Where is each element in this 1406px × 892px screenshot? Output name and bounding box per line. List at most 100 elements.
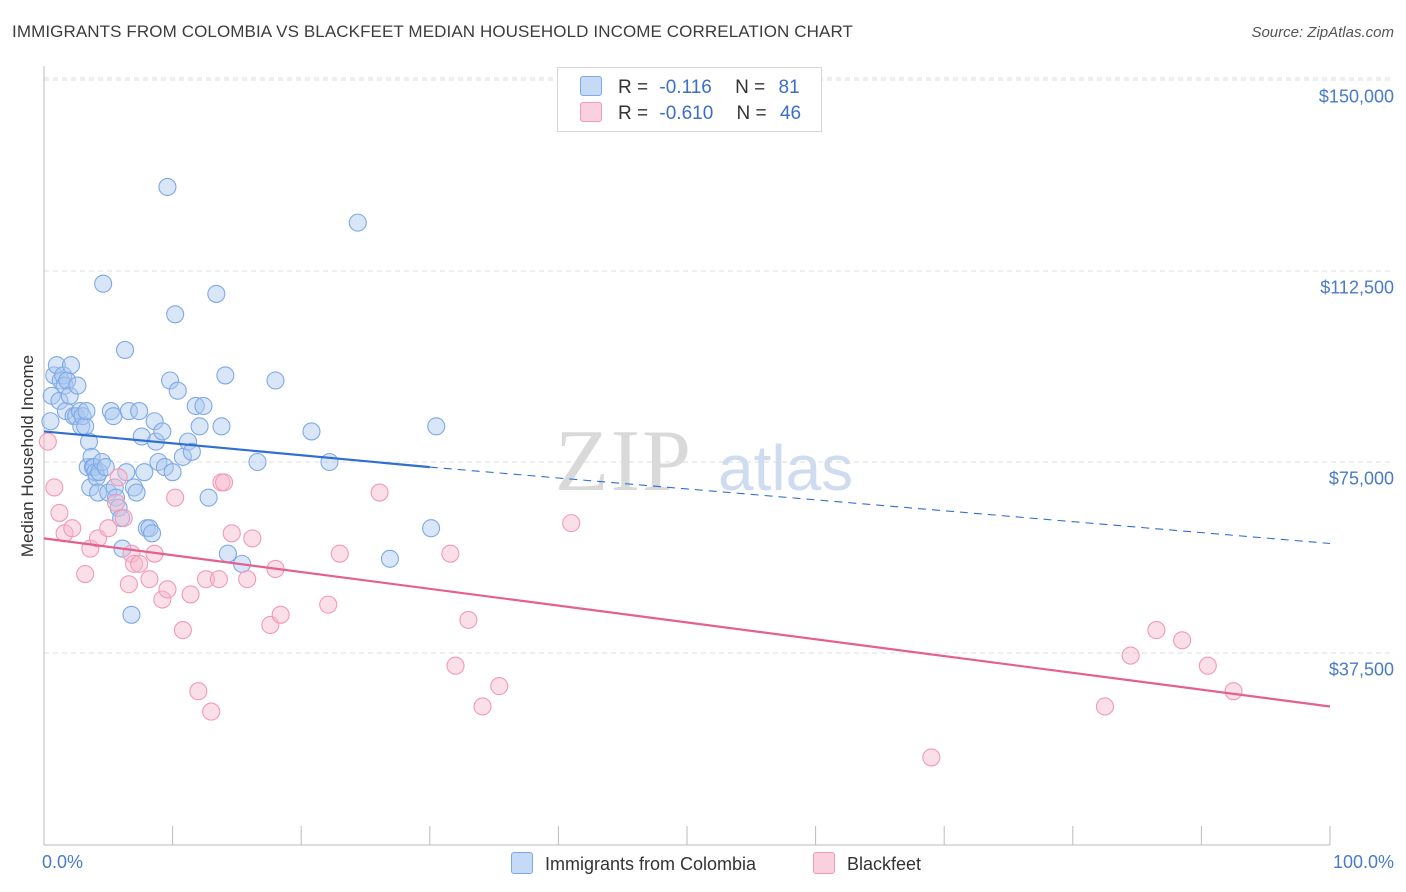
colombia-point: [207, 284, 226, 303]
colombia-point: [124, 478, 144, 497]
blackfeet-point: [119, 575, 138, 594]
colombia-point: [119, 402, 138, 421]
blackfeet-point: [214, 473, 234, 492]
colombia-point: [47, 356, 66, 375]
blackfeet-point: [130, 554, 149, 573]
blackfeet-point: [1147, 621, 1166, 640]
blackfeet-point: [370, 483, 389, 502]
y-tick-label: $37,500: [1328, 659, 1394, 680]
colombia-point: [320, 452, 339, 472]
y-axis-label: Median Household Income: [18, 354, 37, 558]
colombia-point: [166, 305, 185, 324]
colombia-point: [58, 371, 77, 390]
colombia-point: [302, 422, 321, 441]
blackfeet-points: [38, 432, 1243, 767]
colombia-point: [115, 340, 135, 359]
colombia-point: [94, 274, 113, 293]
blackfeet-point: [202, 702, 221, 721]
colombia-point: [190, 417, 209, 436]
blackfeet-point: [76, 565, 95, 584]
blackfeet-point: [109, 468, 128, 487]
blackfeet-point: [196, 570, 216, 589]
colombia-point: [130, 402, 149, 421]
y-tick-label: $150,000: [1318, 86, 1394, 107]
colombia-point: [212, 417, 231, 436]
colombia-point: [101, 402, 120, 421]
n-label: N =: [736, 103, 767, 124]
x-tick-label: 100.0%: [1332, 852, 1394, 872]
y-tick-label: $75,000: [1328, 468, 1394, 489]
colombia-point: [60, 386, 79, 405]
n-value: 81: [778, 77, 800, 98]
legend-label: Blackfeet: [847, 854, 922, 874]
stats-legend: R = -0.116 N = 81 R = -0.610 N = 46: [557, 67, 822, 132]
blackfeet-point: [140, 570, 159, 589]
blackfeet-point: [222, 524, 241, 543]
trend-lines: [43, 430, 1331, 708]
blackfeet-point: [441, 544, 460, 563]
legend-swatch: [813, 852, 835, 874]
colombia-point: [422, 519, 441, 538]
chart-title: IMMIGRANTS FROM COLOMBIA VS BLACKFEET ME…: [12, 22, 854, 41]
legend-swatch: [580, 76, 602, 96]
colombia-point: [145, 412, 164, 431]
colombia-point: [194, 396, 213, 416]
legend-item-blackfeet: Blackfeet: [813, 852, 921, 875]
source-label: Source: ZipAtlas.com: [1251, 24, 1394, 41]
blackfeet-point: [153, 590, 172, 609]
blackfeet-point: [562, 514, 581, 533]
r-label: R =: [618, 103, 649, 124]
legend-row-blackfeet: R = -0.610 N = 46: [580, 102, 801, 126]
n-label: N =: [735, 77, 766, 98]
colombia-point: [199, 488, 218, 507]
blackfeet-point: [124, 554, 144, 573]
y-tick-label: $112,500: [1320, 277, 1394, 298]
blackfeet-point: [1173, 631, 1192, 650]
blackfeet-point: [238, 570, 257, 589]
n-value: 46: [779, 103, 802, 124]
blackfeet-point: [63, 519, 82, 538]
x-tick-label: 0.0%: [42, 852, 84, 872]
legend-label: Immigrants from Colombia: [545, 854, 757, 874]
blackfeet-point: [99, 519, 118, 538]
colombia-point: [266, 371, 285, 390]
colombia-point: [41, 412, 60, 431]
colombia-point: [348, 213, 367, 232]
colombia-point: [142, 524, 162, 543]
blackfeet-point: [473, 697, 492, 716]
blackfeet-point: [459, 610, 478, 629]
watermark-atlas: atlas: [718, 432, 853, 504]
colombia-point: [76, 417, 95, 436]
blackfeet-point: [1224, 682, 1243, 701]
blackfeet-point: [1198, 656, 1217, 675]
colombia-point: [88, 483, 108, 502]
blackfeet-point: [106, 493, 126, 512]
colombia-trend-line: [43, 430, 430, 469]
blackfeet-point: [166, 488, 185, 507]
legend-item-colombia: Immigrants from Colombia: [511, 852, 756, 875]
r-value: -0.116: [659, 77, 712, 98]
watermark-zip: ZIP: [555, 413, 693, 510]
colombia-point: [77, 402, 96, 421]
colombia-trend-extension: [429, 466, 1331, 545]
colombia-point: [127, 483, 146, 502]
blackfeet-point: [271, 605, 290, 624]
colombia-point: [163, 463, 182, 482]
colombia-point: [216, 366, 235, 385]
blackfeet-point: [209, 570, 228, 589]
blackfeet-point: [319, 595, 338, 614]
colombia-point: [104, 407, 123, 426]
blackfeet-point: [38, 432, 57, 451]
blackfeet-point: [50, 503, 69, 522]
colombia-point: [168, 381, 187, 400]
axes: [43, 66, 1331, 846]
blackfeet-point: [189, 682, 208, 701]
blackfeet-point: [446, 656, 465, 675]
blackfeet-point: [922, 748, 941, 767]
blackfeet-point: [158, 580, 177, 599]
colombia-point: [135, 463, 154, 482]
colombia-point: [122, 605, 141, 624]
colombia-point: [160, 371, 180, 390]
colombia-point: [158, 177, 177, 197]
